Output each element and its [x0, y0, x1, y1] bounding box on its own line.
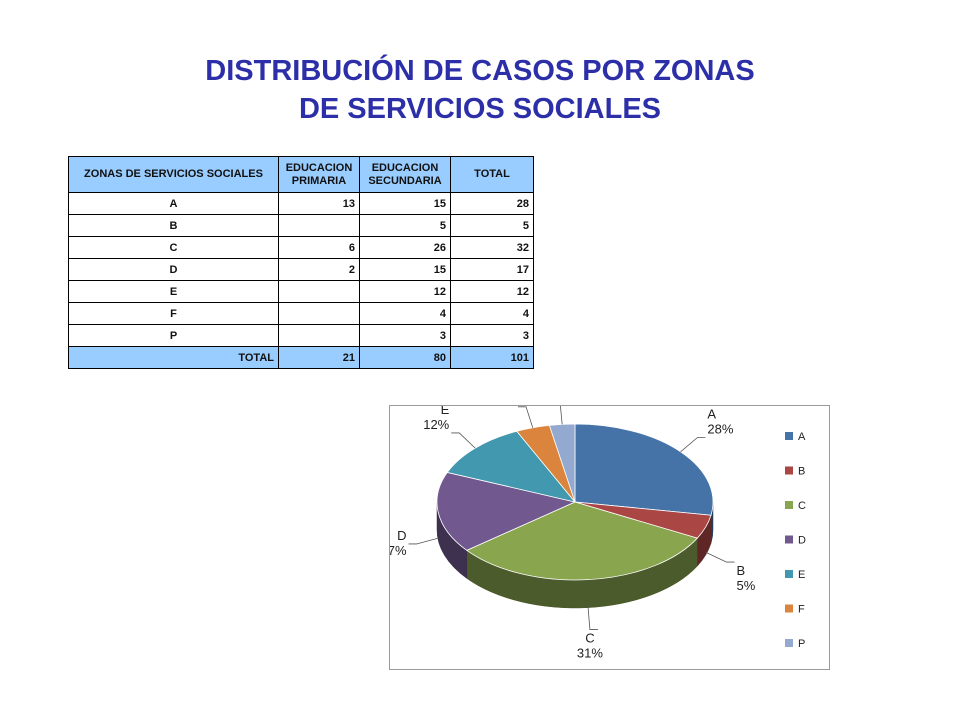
- table-cell-zona: P: [68, 324, 279, 347]
- table-cell-secundaria: 12: [359, 280, 451, 303]
- table-cell-secundaria: 26: [359, 236, 451, 259]
- pie-slice-C: [465, 501, 699, 581]
- table-cell-zona: E: [68, 280, 279, 303]
- page-title: DISTRIBUCIÓN DE CASOS POR ZONAS DE SERVI…: [0, 52, 960, 128]
- legend-label-D: D: [798, 535, 806, 547]
- table-row: E 12 12: [68, 280, 534, 303]
- table-cell-total: 12: [450, 280, 534, 303]
- table-header-cell: EDUCACION SECUNDARIA: [359, 156, 451, 193]
- table-row: D 2 15 17: [68, 258, 534, 281]
- table-cell-primaria: 2: [278, 258, 360, 281]
- table-cell-zona: B: [68, 214, 279, 237]
- pie-label-category: E: [441, 406, 450, 417]
- table-cell-total: 3: [450, 324, 534, 347]
- pie-label-percent: 28%: [707, 422, 733, 437]
- table-header-text: SECUNDARIA: [368, 174, 442, 187]
- table-cell-zona: C: [68, 236, 279, 259]
- legend-swatch-E: [785, 570, 793, 578]
- table-header-text: TOTAL: [474, 168, 510, 180]
- chart-legend: A B C D E F P: [785, 431, 806, 650]
- legend-swatch-B: [785, 466, 793, 475]
- table-cell-zona: F: [68, 302, 279, 325]
- title-line-2: DE SERVICIOS SOCIALES: [298, 93, 662, 125]
- table-cell-total: 4: [450, 302, 534, 325]
- pie-slice-D: [436, 471, 577, 551]
- pie-label-percent: 31%: [577, 646, 603, 661]
- pie-label-category: A: [707, 407, 716, 422]
- legend-swatch-D: [785, 535, 793, 544]
- table-total-total: 101: [450, 346, 534, 369]
- table-total-primaria: 21: [278, 346, 360, 369]
- table-cell-zona: D: [68, 258, 279, 281]
- table-row: C 6 26 32: [68, 236, 534, 259]
- pie-label-percent: 5%: [737, 578, 756, 593]
- table-header-cell: TOTAL: [450, 156, 534, 193]
- legend-label-F: F: [798, 604, 805, 616]
- table-cell-secundaria: 3: [359, 324, 451, 347]
- table-header-text: ZONAS DE SERVICIOS SOCIALES: [84, 168, 263, 180]
- table-cell-secundaria: 4: [359, 302, 451, 325]
- table-total-row: TOTAL 21 80 101: [68, 346, 534, 369]
- table-cell-total: 28: [450, 192, 534, 215]
- legend-swatch-F: [785, 604, 793, 613]
- pie-leader-line: [560, 406, 563, 425]
- pie-leader-line: [408, 537, 439, 545]
- pie-leader-line: [587, 604, 598, 630]
- pie-label-percent: 12%: [423, 417, 449, 432]
- table-cell-primaria: 13: [278, 192, 360, 215]
- legend-swatch-A: [785, 432, 793, 440]
- table-total-secundaria: 80: [359, 346, 451, 369]
- legend-label-E: E: [798, 569, 805, 581]
- table-cell-primaria: 6: [278, 236, 360, 259]
- pie-leader-line: [705, 551, 735, 563]
- table-cell-primaria: [278, 214, 360, 237]
- table-cell-primaria: [278, 324, 360, 347]
- pie-leader-line: [451, 432, 476, 449]
- table-header-cell: ZONAS DE SERVICIOS SOCIALES: [68, 156, 279, 193]
- table-header-row: ZONAS DE SERVICIOS SOCIALES EDUCACION PRIM…: [68, 156, 534, 193]
- table-total-zona: TOTAL: [68, 346, 279, 369]
- table-cell-zona: A: [68, 192, 279, 215]
- pie-slices: [436, 423, 714, 581]
- pie-label-category: B: [737, 563, 746, 578]
- pie-leader-line: [518, 406, 534, 428]
- legend-swatch-C: [785, 501, 793, 509]
- pie-label-percent: 17%: [390, 543, 407, 558]
- table-cell-primaria: [278, 280, 360, 303]
- table-cell-secundaria: 15: [359, 192, 451, 215]
- title-line-1: DISTRIBUCIÓN DE CASOS POR ZONAS: [205, 55, 755, 87]
- pie-labels: A28%B5%C31%D17%E12%F4%P3%: [390, 406, 756, 661]
- table-cell-total: 32: [450, 236, 534, 259]
- legend-swatch-P: [785, 639, 793, 647]
- table-header-text: EDUCACION: [371, 161, 439, 174]
- table-row: A 13 15 28: [68, 192, 534, 215]
- pie-slice-A: [574, 423, 714, 516]
- pie-label-category: D: [397, 528, 406, 543]
- pie-label-category: C: [585, 631, 594, 646]
- table-cell-secundaria: 5: [359, 214, 451, 237]
- table-cell-primaria: [278, 302, 360, 325]
- table-cell-total: 17: [450, 258, 534, 281]
- legend-label-A: A: [798, 431, 806, 443]
- table-header-text: EDUCACION: [285, 161, 353, 174]
- pie-slice-E: [446, 430, 577, 503]
- table-cell-secundaria: 15: [359, 258, 451, 281]
- table-cell-total: 5: [450, 214, 534, 237]
- pie-leader-line: [680, 437, 706, 453]
- cases-table: ZONAS DE SERVICIOS SOCIALES EDUCACION PRIM…: [68, 156, 534, 369]
- table-header-cell: EDUCACION PRIMARIA: [278, 156, 360, 193]
- legend-label-B: B: [798, 466, 805, 478]
- legend-label-C: C: [798, 500, 806, 512]
- table-header-text: PRIMARIA: [291, 174, 347, 187]
- legend-label-P: P: [798, 638, 805, 650]
